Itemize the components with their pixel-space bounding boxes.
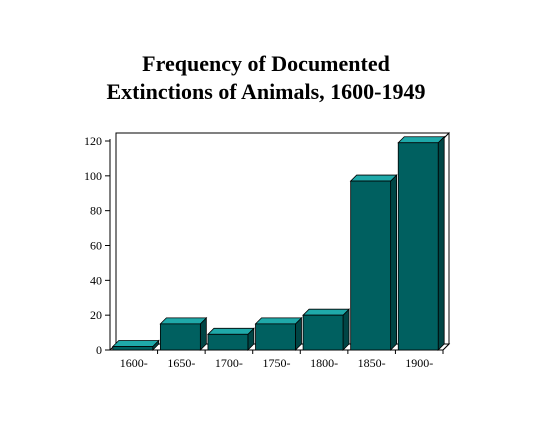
bar-1850 — [349, 174, 398, 351]
y-tick-label-120: 120 — [84, 134, 102, 148]
bar-front-face — [255, 323, 296, 351]
bar-1700 — [206, 327, 255, 351]
bar-front-face — [207, 333, 249, 351]
bar-side-face — [390, 174, 398, 351]
chart-title: Frequency of Documented Extinctions of A… — [0, 50, 532, 106]
bar-front-face — [350, 180, 392, 351]
bar-1600 — [111, 339, 160, 351]
bar-1900 — [397, 135, 446, 351]
x-tick-label-1750: 1750- — [263, 356, 291, 370]
bar-front-face — [159, 323, 201, 351]
y-tick-label-0: 0 — [96, 343, 102, 357]
bar-1650 — [159, 316, 208, 351]
bar-front-face — [302, 314, 344, 351]
x-tick-label-1650: 1650- — [167, 356, 195, 370]
y-tick-label-40: 40 — [90, 273, 102, 287]
bar-top-face — [111, 340, 160, 347]
bar-top-face — [302, 308, 351, 316]
bar-top-face — [159, 317, 208, 325]
bar-1750 — [254, 316, 303, 351]
bar-side-face — [437, 135, 445, 351]
bar-top-face — [349, 174, 398, 182]
bar-side-face — [342, 308, 350, 351]
chart-title-line-1: Frequency of Documented — [142, 51, 390, 76]
x-tick-label-1700: 1700- — [215, 356, 243, 370]
x-tick-label-1850: 1850- — [358, 356, 386, 370]
x-tick-label-1600: 1600- — [120, 356, 148, 370]
bar-1800 — [302, 308, 351, 351]
bar-front-face — [397, 142, 439, 351]
bars — [111, 135, 446, 351]
x-tick-label-1900: 1900- — [405, 356, 433, 370]
x-tick-label-1800: 1800- — [310, 356, 338, 370]
y-tick-label-60: 60 — [90, 239, 102, 253]
bar-front-face — [112, 346, 154, 351]
y-tick-label-80: 80 — [90, 204, 102, 218]
tick-labels: 0 20 40 60 80 100 120 1600- 1650- 1700- 1750- 1800-… — [84, 134, 433, 370]
y-tick-label-100: 100 — [84, 169, 102, 183]
bar-top-face — [254, 317, 303, 325]
bar-top-face — [397, 136, 446, 144]
chart-title-line-2: Extinctions of Animals, 1600-1949 — [106, 79, 426, 104]
bar-top-face — [206, 327, 255, 335]
y-tick-label-20: 20 — [90, 308, 102, 322]
